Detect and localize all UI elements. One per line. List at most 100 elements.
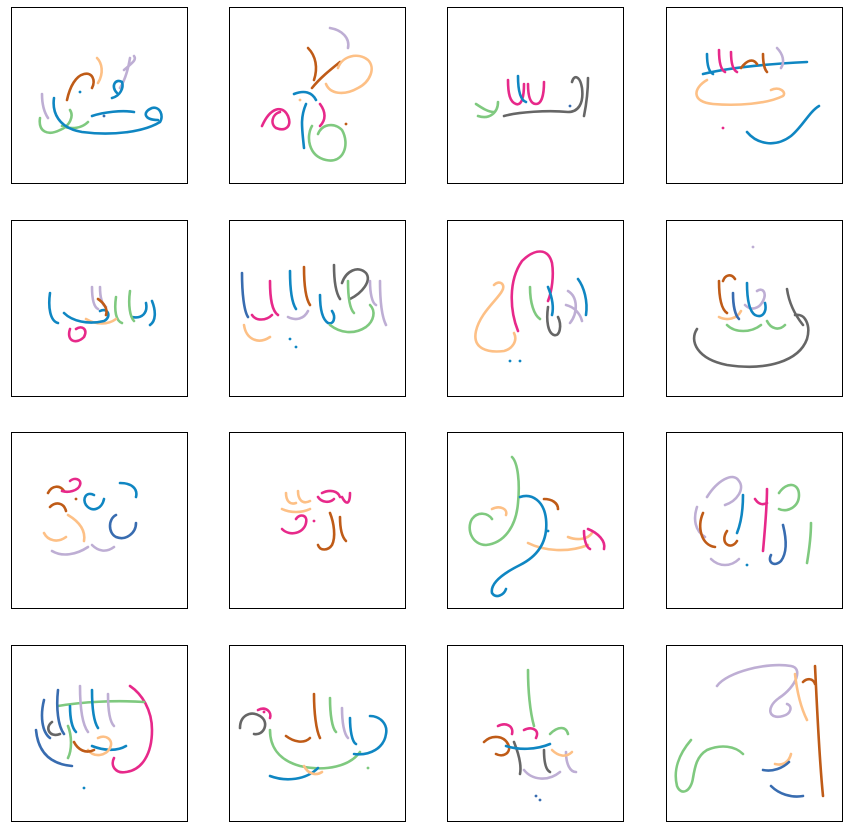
stroke bbox=[46, 485, 68, 513]
stroke-dot bbox=[288, 337, 292, 341]
stroke bbox=[288, 269, 336, 325]
stroke bbox=[526, 531, 594, 552]
stroke-dot bbox=[721, 126, 725, 130]
stroke-dot bbox=[74, 497, 78, 501]
stroke bbox=[34, 688, 74, 768]
tile-6-drawing bbox=[240, 263, 388, 349]
stroke-dot bbox=[546, 529, 550, 533]
stroke bbox=[250, 279, 280, 321]
stroke bbox=[775, 46, 785, 70]
stroke bbox=[256, 707, 272, 720]
tile-15-drawing bbox=[482, 668, 578, 802]
stroke bbox=[110, 79, 124, 100]
stroke bbox=[280, 514, 308, 535]
stroke bbox=[482, 735, 511, 757]
stroke-dot bbox=[751, 245, 755, 249]
stroke-dot bbox=[518, 359, 522, 363]
stroke bbox=[695, 78, 786, 107]
stroke-dot bbox=[294, 345, 298, 349]
stroke bbox=[528, 285, 542, 321]
stroke bbox=[72, 740, 96, 753]
tile-16 bbox=[666, 645, 843, 822]
stroke bbox=[316, 511, 348, 551]
stroke bbox=[78, 684, 116, 734]
stroke bbox=[242, 323, 272, 342]
stroke bbox=[280, 489, 312, 514]
stroke bbox=[38, 108, 90, 134]
stroke bbox=[65, 72, 95, 102]
stroke bbox=[268, 714, 388, 781]
stroke bbox=[545, 305, 562, 337]
tile-13-drawing bbox=[34, 684, 154, 790]
stroke-dot bbox=[102, 114, 106, 118]
stroke bbox=[739, 52, 769, 74]
stroke bbox=[735, 493, 745, 535]
stroke bbox=[328, 279, 375, 334]
stroke bbox=[108, 513, 138, 540]
stroke bbox=[717, 309, 743, 321]
stroke bbox=[318, 102, 326, 128]
tile-16-drawing bbox=[674, 663, 825, 798]
tile-1-drawing bbox=[38, 54, 163, 135]
stroke bbox=[550, 748, 574, 757]
stroke bbox=[60, 477, 82, 494]
stroke bbox=[268, 696, 362, 770]
stroke-dot bbox=[344, 122, 348, 126]
stroke bbox=[731, 291, 741, 321]
stroke bbox=[307, 123, 347, 162]
stroke bbox=[474, 100, 500, 119]
stroke bbox=[717, 48, 739, 74]
tile-10 bbox=[229, 432, 406, 609]
stroke-dot bbox=[78, 90, 82, 94]
stroke-dot bbox=[745, 563, 749, 567]
stroke bbox=[42, 513, 86, 543]
stroke bbox=[546, 285, 555, 317]
stroke bbox=[510, 250, 555, 333]
tile-7 bbox=[447, 220, 624, 397]
tile-11 bbox=[447, 432, 624, 609]
stroke bbox=[674, 738, 745, 793]
stroke-dot bbox=[534, 794, 538, 798]
stroke bbox=[715, 663, 799, 719]
stroke bbox=[50, 543, 116, 556]
stroke bbox=[84, 317, 118, 325]
stroke bbox=[699, 511, 739, 549]
stroke bbox=[516, 74, 528, 104]
tile-8-drawing bbox=[692, 245, 810, 369]
stroke bbox=[582, 76, 590, 118]
stroke bbox=[238, 712, 267, 736]
stroke bbox=[768, 523, 788, 566]
tile-14 bbox=[229, 645, 406, 822]
stroke bbox=[504, 742, 552, 751]
stroke bbox=[68, 704, 78, 734]
stroke bbox=[761, 760, 805, 798]
tile-7-drawing bbox=[474, 250, 588, 363]
stroke bbox=[47, 720, 62, 737]
tile-5-drawing bbox=[47, 285, 157, 343]
tile-11-drawing bbox=[468, 455, 606, 598]
stroke bbox=[56, 699, 146, 760]
stroke bbox=[693, 475, 743, 539]
stroke bbox=[468, 455, 521, 547]
stroke bbox=[113, 289, 136, 325]
stroke-dot bbox=[366, 766, 370, 770]
tile-3 bbox=[447, 7, 624, 184]
tile-3-drawing bbox=[474, 74, 590, 119]
stroke-dot bbox=[298, 98, 302, 102]
stroke-dot bbox=[538, 798, 542, 802]
tile-15 bbox=[447, 645, 624, 822]
stroke bbox=[490, 494, 548, 598]
stroke bbox=[717, 274, 737, 315]
stroke-dot bbox=[508, 359, 512, 363]
stroke bbox=[801, 664, 825, 798]
tile-14-drawing bbox=[238, 692, 388, 781]
stroke-dot bbox=[312, 519, 316, 523]
stroke bbox=[83, 481, 138, 511]
stroke bbox=[526, 668, 570, 736]
stroke bbox=[753, 487, 769, 553]
tile-1 bbox=[11, 7, 188, 184]
tile-6 bbox=[229, 220, 406, 397]
stroke bbox=[502, 75, 584, 118]
stroke bbox=[490, 506, 508, 517]
